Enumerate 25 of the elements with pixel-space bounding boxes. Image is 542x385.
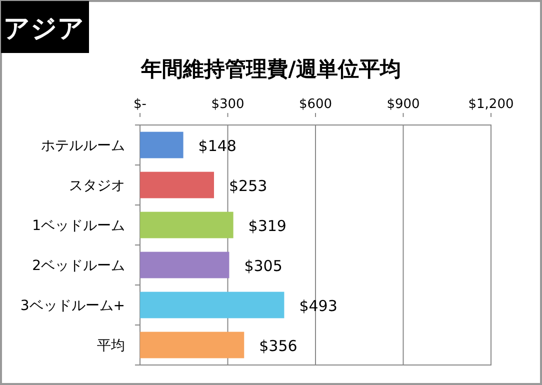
- x-tick-label: $600: [298, 97, 332, 112]
- data-label: $493: [299, 297, 338, 315]
- bar: [140, 132, 184, 158]
- data-label: $356: [259, 337, 298, 355]
- data-label: $148: [198, 137, 236, 155]
- bar: [140, 332, 244, 358]
- data-label: $253: [229, 177, 268, 195]
- chart-title: 年間維持管理費/週単位平均: [140, 57, 401, 81]
- y-tick-label: ホテルルーム: [41, 138, 125, 154]
- y-tick-label: 2ベッドルーム: [32, 258, 125, 274]
- data-label: $305: [244, 257, 282, 275]
- text: アジア: [4, 14, 84, 44]
- y-tick-label: 3ベッドルーム+: [20, 298, 125, 314]
- bar: [140, 292, 284, 318]
- x-tick-label: $1,200: [468, 97, 514, 112]
- x-tick-label: $900: [386, 97, 420, 112]
- x-tick-label: $-: [134, 97, 147, 112]
- y-tick-label: 平均: [97, 338, 125, 354]
- data-label: $319: [248, 217, 286, 235]
- bar: [140, 252, 230, 278]
- bar: [140, 172, 214, 198]
- y-tick-label: 1ベッドルーム: [32, 218, 125, 234]
- x-tick-label: $300: [211, 97, 244, 112]
- y-tick-label: スタジオ: [69, 178, 125, 194]
- bar: [140, 212, 234, 238]
